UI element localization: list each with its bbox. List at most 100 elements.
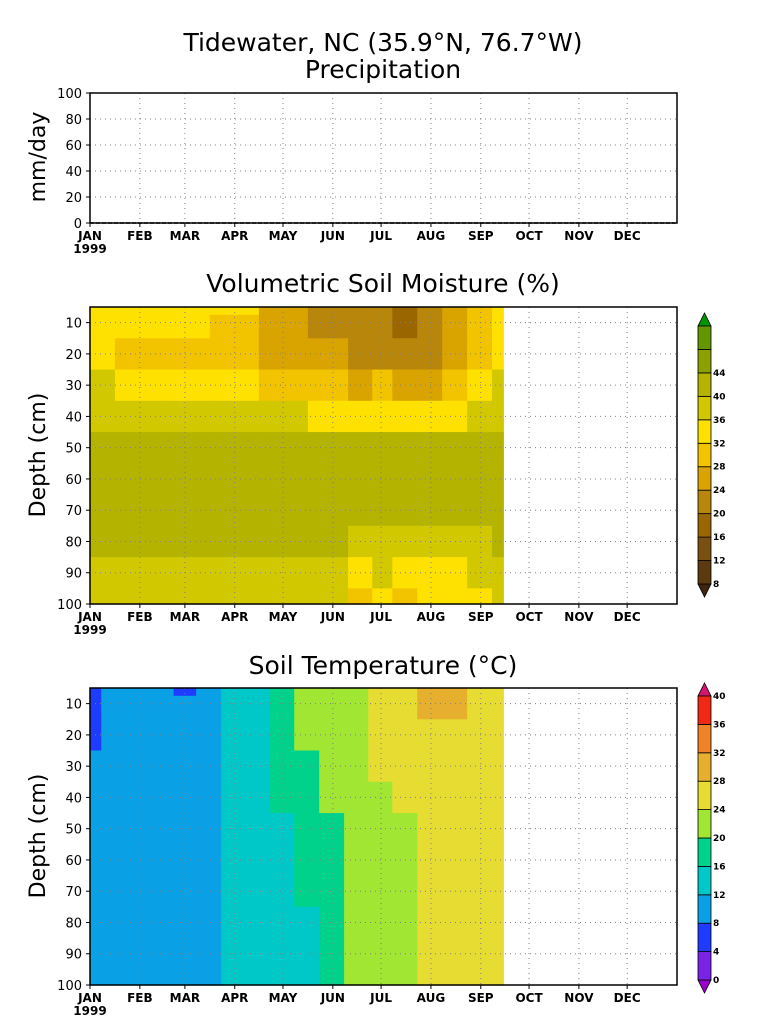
temperature-cell: [246, 781, 271, 814]
temperature-colorbar-segment: [697, 780, 712, 811]
moisture-cell: [307, 369, 349, 402]
moisture-cell: [467, 494, 493, 527]
moisture-colorbar-segment: [697, 489, 712, 515]
moisture-cell: [492, 400, 504, 433]
moisture-cell: [307, 588, 349, 605]
moisture-colorbar-segment: [697, 325, 712, 350]
temperature-x-tick-label: FEB: [127, 991, 153, 1005]
temperature-colorbar-label: 8: [713, 919, 719, 929]
temperature-colorbar-segment: [697, 809, 712, 839]
temperature-cell: [270, 719, 295, 752]
moisture-cell: [467, 463, 493, 496]
moisture-cell: [209, 557, 260, 589]
moisture-cell: [392, 588, 418, 605]
temperature-cell: [196, 938, 222, 970]
temperature-colorbar-label: 24: [713, 806, 726, 816]
moisture-colorbar-segment: [697, 419, 712, 444]
moisture-cell: [372, 338, 393, 371]
moisture-cell: [162, 369, 211, 402]
moisture-cell: [307, 525, 349, 558]
moisture-cell: [442, 400, 468, 433]
moisture-cell: [307, 432, 349, 464]
moisture-cell: [372, 494, 393, 527]
moisture-cell: [417, 314, 443, 339]
temperature-cell: [221, 688, 247, 697]
temperature-y-label: Depth (cm): [26, 774, 51, 899]
moisture-cell: [90, 525, 116, 558]
moisture-colorbar-segment: [697, 372, 712, 397]
temperature-cell: [344, 969, 369, 986]
temperature-cell: [151, 688, 175, 697]
moisture-colorbar-label: 20: [713, 510, 726, 520]
moisture-cell: [492, 494, 504, 527]
temperature-colorbar-segment: [697, 752, 712, 782]
temperature-y-tick-label: 60: [65, 854, 82, 869]
temperature-y-tick-label: 90: [65, 948, 82, 963]
moisture-cell: [372, 525, 393, 558]
temperature-cell: [270, 695, 295, 720]
temperature-cell: [246, 688, 271, 697]
temperature-colorbar-label: 20: [713, 834, 726, 844]
temperature-colorbar-segment: [697, 866, 712, 896]
precip-y-tick-label: 60: [65, 139, 82, 154]
moisture-x-tick-label: JAN: [77, 610, 102, 624]
moisture-cell: [467, 369, 493, 402]
precip-x-tick-label: MAY: [269, 229, 298, 243]
temperature-cell: [467, 719, 493, 752]
precip-x-tick-label: MAR: [170, 229, 200, 243]
moisture-x-tick-label: OCT: [515, 610, 543, 624]
temperature-y-tick-label: 40: [65, 791, 82, 806]
temperature-cell: [392, 969, 418, 986]
temperature-cell: [467, 750, 493, 783]
moisture-cell: [258, 588, 309, 605]
temperature-cell: [221, 813, 247, 845]
moisture-cell: [307, 557, 349, 589]
temperature-cell: [151, 969, 175, 986]
moisture-cell: [307, 400, 349, 433]
temperature-cell: [196, 875, 222, 908]
precip-x-tick-label: AUG: [417, 229, 446, 243]
temperature-cell: [221, 719, 247, 752]
moisture-cell: [442, 369, 468, 402]
temperature-heatmap: [90, 688, 504, 986]
temperature-x-tick-label: MAY: [269, 991, 298, 1005]
temperature-cell: [417, 969, 443, 986]
temperature-cell: [151, 750, 175, 783]
temperature-cell: [101, 969, 127, 986]
temperature-cell: [492, 781, 504, 814]
moisture-cell: [307, 494, 349, 527]
moisture-title: Volumetric Soil Moisture (%): [206, 269, 560, 298]
moisture-cell: [492, 557, 504, 589]
temperature-cell: [492, 875, 504, 908]
moisture-cell: [209, 307, 260, 316]
temperature-cell: [151, 695, 175, 720]
temperature-cell: [492, 750, 504, 783]
moisture-y-tick-label: 50: [65, 442, 82, 457]
moisture-cell: [114, 557, 163, 589]
precip-x-tick-label: OCT: [515, 229, 543, 243]
temperature-x-tick-label: SEP: [468, 991, 494, 1005]
temperature-cell: [151, 781, 175, 814]
temperature-x-tick-label: NOV: [564, 991, 594, 1005]
temperature-cell: [126, 695, 152, 720]
moisture-cell: [114, 525, 163, 558]
moisture-cell: [348, 588, 373, 605]
moisture-cell: [442, 314, 468, 339]
moisture-cell: [90, 432, 116, 464]
moisture-cell: [162, 557, 211, 589]
temperature-cell: [196, 781, 222, 814]
moisture-colorbar-label: 8: [713, 580, 719, 590]
moisture-cell: [258, 494, 309, 527]
moisture-cell: [90, 314, 116, 339]
temperature-colorbar-label: 12: [713, 891, 726, 901]
temperature-cell: [246, 750, 271, 783]
temperature-cell: [467, 938, 493, 970]
temperature-title: Soil Temperature (°C): [249, 651, 518, 680]
temperature-cell: [126, 688, 152, 697]
moisture-cell: [492, 338, 504, 371]
temperature-cell: [221, 781, 247, 814]
moisture-cell: [442, 338, 468, 371]
temperature-cell: [442, 719, 468, 752]
moisture-y-tick-label: 100: [57, 598, 82, 613]
temperature-y-tick-label: 20: [65, 729, 82, 744]
